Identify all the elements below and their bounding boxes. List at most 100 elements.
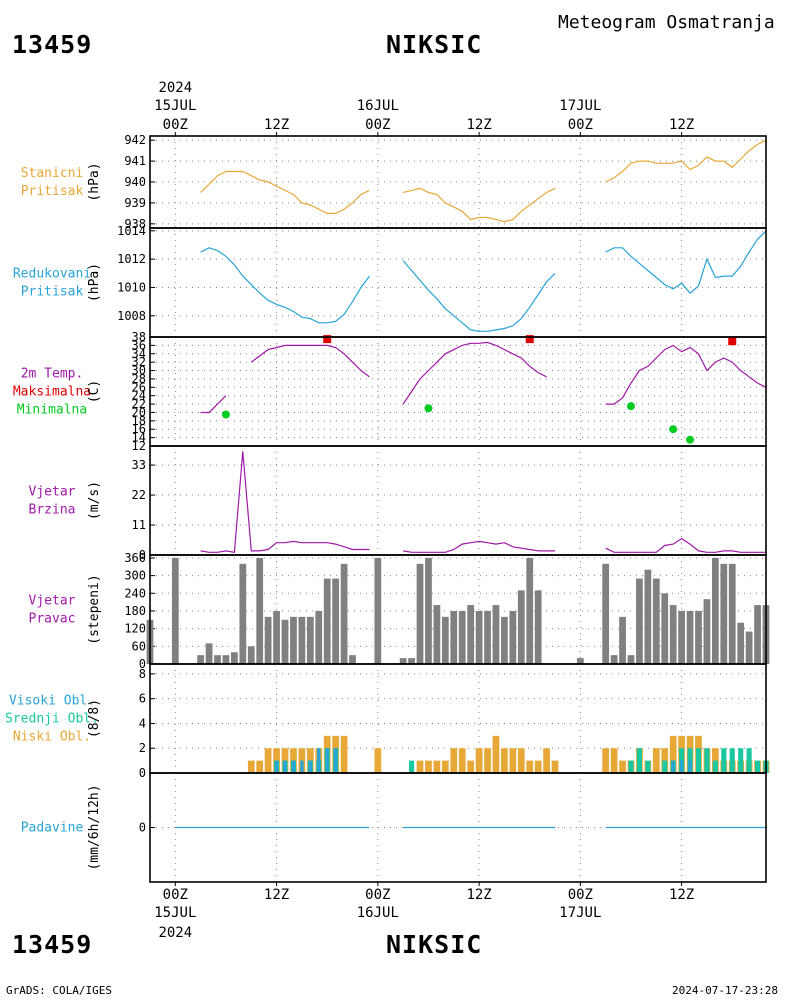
cloud-cover-ytick-label-4: 8 bbox=[139, 667, 146, 681]
station-name-top: NIKSIC bbox=[386, 30, 483, 59]
cloud-cover-bar-Niski Obl. bbox=[247, 760, 255, 773]
bottom-date-label-2: 16JUL bbox=[357, 905, 399, 921]
wind-direction-bar bbox=[484, 610, 491, 664]
temperature-ytick-label-1: 14 bbox=[132, 431, 146, 445]
station-id-bottom: 13459 bbox=[12, 930, 93, 959]
temperature-line-0-1 bbox=[250, 344, 370, 378]
wind-direction-ytick-label-5: 300 bbox=[124, 569, 146, 583]
wind-direction-bar bbox=[678, 610, 685, 664]
wind-direction-ytick-label-3: 180 bbox=[124, 604, 146, 618]
bottom-year-label: 2024 bbox=[158, 925, 192, 941]
wind-direction-bar bbox=[517, 590, 525, 664]
wind-direction-bar bbox=[534, 590, 542, 664]
wind-direction-bar bbox=[290, 616, 297, 664]
wind-direction-bar bbox=[576, 658, 584, 664]
cloud-cover-label-0: Visoki Obl. bbox=[9, 694, 95, 709]
top-time-label-4: 00Z bbox=[568, 117, 593, 133]
cloud-cover-bar-Niski Obl. bbox=[526, 760, 534, 773]
cloud-cover-bar-Visoki Obl. bbox=[300, 760, 304, 773]
temperature-min-marker bbox=[669, 425, 678, 434]
reduced-pressure-line-0-1 bbox=[402, 260, 556, 332]
wind-direction-bar bbox=[425, 557, 432, 664]
temperature-unit: (C) bbox=[87, 380, 102, 403]
wind-direction-bar bbox=[619, 616, 626, 664]
top-time-label-1: 12Z bbox=[264, 117, 289, 133]
temperature-ytick-label-13: 38 bbox=[132, 330, 146, 344]
precipitation-ytick-label-0: 0 bbox=[139, 821, 146, 835]
temperature-max-marker bbox=[525, 335, 534, 344]
cloud-cover-bar-Srednji Obl. bbox=[628, 760, 634, 773]
wind-direction-bar bbox=[711, 557, 719, 664]
temperature-label-0: 2m Temp. bbox=[21, 367, 84, 382]
wind-direction-bar bbox=[652, 578, 660, 664]
cloud-cover-bar-Visoki Obl. bbox=[317, 748, 321, 773]
cloud-cover-bar-Niski Obl. bbox=[619, 760, 626, 773]
wind-direction-bar bbox=[214, 655, 221, 664]
reduced-pressure-line-0-0 bbox=[200, 247, 370, 324]
bottom-date-label-0: 15JUL bbox=[154, 905, 196, 921]
station-pressure-ytick-label-2: 940 bbox=[124, 175, 146, 189]
wind-direction-bar bbox=[281, 619, 289, 664]
reduced-pressure-ytick-label-0: 1008 bbox=[117, 309, 146, 323]
cloud-cover-bar-Niski Obl. bbox=[467, 760, 475, 773]
temperature-label-2: Minimalna bbox=[17, 403, 87, 418]
station-pressure-line-0-1 bbox=[403, 187, 556, 223]
cloud-cover-bar-Niski Obl. bbox=[484, 748, 491, 773]
wind-direction-bar bbox=[197, 655, 205, 664]
temperature-label-1: Maksimalna bbox=[13, 385, 91, 400]
cloud-cover-ytick-label-2: 4 bbox=[139, 716, 146, 730]
temperature-max-marker bbox=[728, 337, 737, 346]
wind-speed-label-0: Vjetar bbox=[29, 485, 76, 500]
temperature-ytick-label-2: 16 bbox=[132, 422, 146, 436]
station-pressure-label-1: Pritisak bbox=[21, 184, 84, 199]
cloud-cover-bar-Niski Obl. bbox=[501, 748, 508, 773]
wind-direction-bar bbox=[416, 563, 424, 664]
wind-direction-bar bbox=[315, 610, 323, 664]
wind-direction-ytick-label-0: 0 bbox=[139, 657, 146, 671]
reduced-pressure-ytick-label-2: 1012 bbox=[117, 252, 146, 266]
cloud-cover-bar-Visoki Obl. bbox=[688, 760, 692, 773]
wind-direction-bar bbox=[475, 610, 483, 664]
cloud-cover-bar-Srednji Obl. bbox=[636, 748, 642, 773]
wind-direction-bar bbox=[669, 605, 677, 664]
cloud-cover-bar-Visoki Obl. bbox=[333, 748, 338, 773]
station-pressure-ytick-label-4: 942 bbox=[124, 133, 146, 147]
temperature-ytick-label-3: 18 bbox=[132, 414, 146, 428]
temperature-line-0-3 bbox=[605, 344, 767, 405]
temperature-ytick-label-10: 32 bbox=[132, 355, 146, 369]
station-pressure-ytick-label-1: 939 bbox=[124, 196, 146, 210]
cloud-cover-bar-Visoki Obl. bbox=[325, 748, 329, 773]
wind-direction-bar bbox=[408, 658, 415, 664]
top-year-label: 2024 bbox=[158, 80, 192, 96]
bottom-time-label-1: 12Z bbox=[264, 887, 289, 903]
cloud-cover-bar-Visoki Obl. bbox=[274, 760, 279, 773]
cloud-cover-bar-Niski Obl. bbox=[602, 748, 610, 773]
temperature-max-marker bbox=[323, 335, 332, 344]
cloud-cover-bar-Srednji Obl. bbox=[695, 748, 702, 773]
cloud-cover-bar-Niski Obl. bbox=[416, 760, 424, 773]
wind-direction-bar bbox=[231, 652, 238, 664]
top-date-label-2: 16JUL bbox=[357, 98, 399, 114]
cloud-cover-bar-Niski Obl. bbox=[374, 748, 382, 773]
cloud-cover-bar-Niski Obl. bbox=[256, 760, 264, 773]
reduced-pressure-label-0: Redukovani bbox=[13, 267, 91, 282]
cloud-cover-bar-Niski Obl. bbox=[425, 760, 432, 773]
top-time-label-5: 12Z bbox=[669, 117, 694, 133]
top-time-label-0: 00Z bbox=[163, 117, 188, 133]
wind-direction-bar bbox=[703, 599, 711, 664]
wind-direction-bar bbox=[332, 578, 340, 664]
wind-direction-bar bbox=[222, 655, 230, 664]
cloud-cover-bar-Niski Obl. bbox=[610, 748, 618, 773]
station-pressure-unit: (hPa) bbox=[87, 162, 102, 201]
wind-direction-bar bbox=[695, 610, 702, 664]
footer-timestamp: 2024-07-17-23:28 bbox=[672, 984, 778, 997]
wind-direction-bar bbox=[526, 557, 534, 664]
wind-speed-label-1: Brzina bbox=[29, 503, 76, 518]
bottom-time-label-4: 00Z bbox=[568, 887, 593, 903]
cloud-cover-bar-Srednji Obl. bbox=[738, 748, 744, 773]
wind-direction-bar bbox=[501, 616, 508, 664]
cloud-cover-bar-Niski Obl. bbox=[652, 748, 660, 773]
wind-direction-bar bbox=[239, 563, 247, 664]
wind-direction-bar bbox=[399, 658, 407, 664]
wind-speed-ytick-label-2: 22 bbox=[132, 488, 146, 502]
